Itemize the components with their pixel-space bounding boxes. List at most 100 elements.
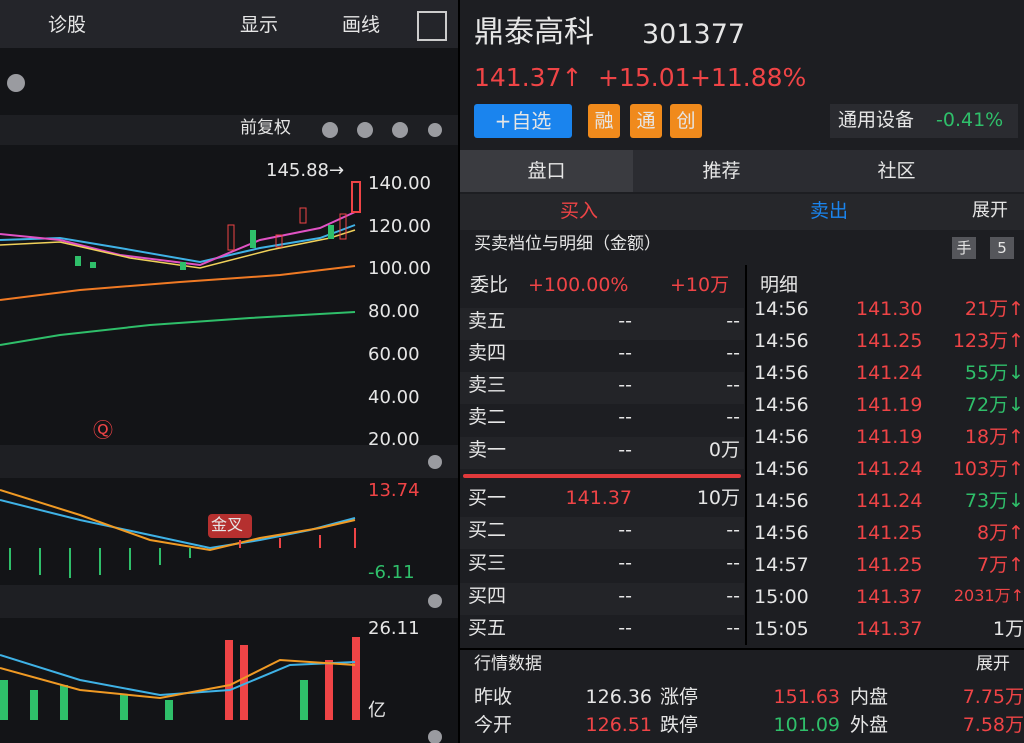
book-label: 买五 (468, 617, 507, 639)
book-volume: -- (726, 519, 740, 541)
ratio-label: 委比 (470, 274, 509, 296)
market-expand[interactable]: 展开 (976, 654, 1010, 674)
price: 141.37↑ (474, 63, 583, 92)
stock-name: 鼎泰高科 (474, 15, 594, 50)
volume-top: 26.11 (368, 618, 420, 639)
book-label: 卖一 (468, 439, 507, 461)
marker: Ⓠ (93, 418, 113, 442)
book-volume: -- (726, 585, 740, 607)
book-volume: -- (726, 552, 740, 574)
book-label: 买二 (468, 519, 507, 541)
divider (0, 445, 458, 478)
chart-header (0, 115, 458, 145)
change-pct: +11.88% (690, 63, 807, 92)
price-axis-label: 80.00 (368, 301, 420, 323)
volume-unit: 亿 (368, 700, 386, 721)
macd-bottom: -6.11 (368, 562, 415, 583)
watch-button[interactable]: +自选 (474, 104, 572, 138)
book-volume: -- (726, 406, 740, 428)
book-price: -- (618, 585, 632, 607)
book-volume: 10万 (696, 487, 740, 509)
detail-price: 141.30 (856, 298, 923, 320)
ratio: +100.00% (528, 274, 629, 296)
book-label: 卖三 (468, 374, 507, 396)
book-price: -- (618, 439, 632, 461)
detail-amount: 18万↑ (964, 426, 1024, 448)
book-volume: -- (726, 374, 740, 396)
sector-pct: -0.41% (936, 109, 1004, 131)
detail-amount: 2031万↑ (953, 586, 1024, 605)
price-axis-label: 60.00 (368, 343, 420, 365)
detail-time: 14:57 (754, 554, 809, 576)
tag[interactable]: 创 (670, 104, 702, 138)
book-price: -- (618, 374, 632, 396)
detail-price: 141.25 (856, 522, 923, 544)
separator (458, 0, 460, 743)
price-axis-label: 120.00 (368, 215, 431, 237)
detail-title: 明细 (760, 274, 799, 296)
buy[interactable]: 买入 (560, 200, 599, 222)
book-label: 卖五 (468, 310, 507, 332)
divider (0, 585, 458, 618)
change: +15.01 (598, 63, 691, 92)
tab[interactable]: 盘口 (460, 150, 633, 192)
book-label: 买四 (468, 585, 507, 607)
toolbar-item[interactable]: 显示 (240, 14, 279, 36)
detail-time: 15:05 (754, 618, 809, 640)
market-cell: 内盘 (850, 686, 889, 708)
stock-code: 301377 (642, 19, 746, 50)
price-axis-label: 140.00 (368, 173, 431, 194)
market-cell: 126.51 (585, 714, 652, 736)
market-title: 行情数据 (474, 654, 542, 674)
toolbar (0, 0, 458, 48)
detail-time: 15:00 (754, 586, 809, 608)
detail-time: 14:56 (754, 298, 809, 320)
book-price: -- (618, 310, 632, 332)
market-cell: 涨停 (660, 686, 699, 708)
macd-top: 13.74 (368, 480, 420, 501)
detail-amount: 73万↓ (964, 490, 1024, 512)
tab[interactable]: 社区 (877, 160, 916, 182)
toolbar-item[interactable]: 画线 (342, 14, 381, 36)
separator (745, 265, 747, 645)
book-price: -- (618, 519, 632, 541)
detail-amount: 103万↑ (952, 458, 1024, 480)
book-volume: -- (726, 310, 740, 332)
market-cell: 151.63 (773, 686, 840, 708)
detail-price: 141.19 (856, 426, 923, 448)
market-cell: 昨收 (474, 686, 513, 708)
price-axis-label: 100.00 (368, 258, 431, 280)
row-bg (460, 583, 744, 615)
row-bg (460, 517, 744, 549)
tag[interactable]: 融 (588, 104, 620, 138)
detail-time: 14:56 (754, 458, 809, 480)
spread-line (463, 474, 741, 478)
price-axis-label: 20.00 (368, 429, 420, 451)
book-price: -- (618, 617, 632, 639)
book-title: 买卖档位与明细（金额） (474, 234, 661, 254)
row-bg (460, 308, 744, 340)
separator (460, 648, 1024, 650)
chart-decor: Ⓠ (0, 11, 447, 743)
tab[interactable]: 推荐 (702, 160, 741, 182)
expand[interactable]: 展开 (972, 200, 1008, 221)
adjust[interactable]: 前复权 (240, 118, 291, 138)
sector[interactable]: 通用设备 (838, 109, 915, 131)
row-bg (460, 372, 744, 404)
book-label: 买三 (468, 552, 507, 574)
sell[interactable]: 卖出 (810, 200, 849, 222)
toolbar-item[interactable]: 诊股 (48, 14, 87, 36)
trade-bar (460, 194, 1024, 230)
level[interactable]: 5 (990, 237, 1014, 259)
market-cell: 126.36 (585, 686, 652, 708)
tag[interactable]: 通 (630, 104, 662, 138)
hand[interactable]: 手 (952, 237, 976, 259)
book-price: -- (618, 342, 632, 364)
row-bg (460, 437, 744, 469)
price-axis-label: 40.00 (368, 386, 420, 408)
book-price: -- (618, 406, 632, 428)
detail-time: 14:56 (754, 426, 809, 448)
book-label: 卖四 (468, 342, 507, 364)
book-price: 141.37 (565, 487, 632, 509)
